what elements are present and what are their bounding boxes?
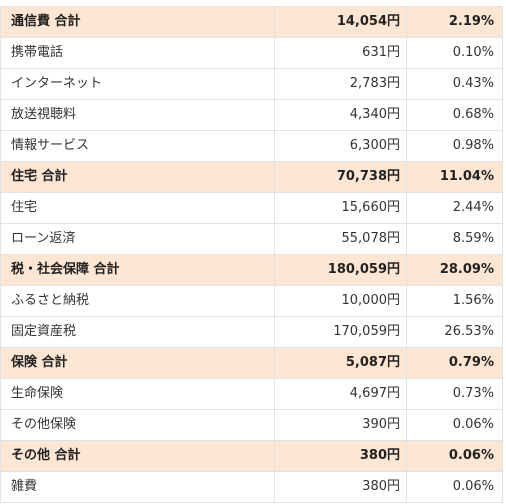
expense-table-body: 通信費 合計 14,054円 2.19% 携帯電話 631円 0.10% インタ… — [0, 6, 503, 503]
subcategory-amount: 380円 — [274, 471, 407, 503]
subcategory-name: 固定資産税 — [0, 316, 275, 348]
subcategory-row: 固定資産税 170,059円 26.53% — [0, 316, 503, 348]
category-name: 住宅 合計 — [0, 161, 275, 193]
subcategory-row: 生命保険 4,697円 0.73% — [0, 378, 503, 410]
category-amount: 5,087円 — [274, 347, 407, 379]
expense-breakdown-table: 通信費 合計 14,054円 2.19% 携帯電話 631円 0.10% インタ… — [0, 6, 503, 503]
subcategory-name: 生命保険 — [0, 378, 275, 410]
category-total-row: その他 合計 380円 0.06% — [0, 440, 503, 472]
subcategory-name: 情報サービス — [0, 130, 275, 162]
subcategory-row: 情報サービス 6,300円 0.98% — [0, 130, 503, 162]
subcategory-name: 携帯電話 — [0, 37, 275, 69]
subcategory-amount: 631円 — [274, 37, 407, 69]
subcategory-row: 住宅 15,660円 2.44% — [0, 192, 503, 224]
category-percentage: 28.09% — [406, 254, 503, 286]
subcategory-percentage: 0.06% — [406, 409, 503, 441]
category-name: 税・社会保障 合計 — [0, 254, 275, 286]
category-name: 保険 合計 — [0, 347, 275, 379]
category-percentage: 2.19% — [406, 6, 503, 38]
subcategory-row: インターネット 2,783円 0.43% — [0, 68, 503, 100]
subcategory-name: ふるさと納税 — [0, 285, 275, 317]
category-total-row: 保険 合計 5,087円 0.79% — [0, 347, 503, 379]
subcategory-amount: 4,697円 — [274, 378, 407, 410]
category-percentage: 0.06% — [406, 440, 503, 472]
subcategory-percentage: 8.59% — [406, 223, 503, 255]
subcategory-row: 放送視聴料 4,340円 0.68% — [0, 99, 503, 131]
category-total-row: 住宅 合計 70,738円 11.04% — [0, 161, 503, 193]
category-name: 通信費 合計 — [0, 6, 275, 38]
category-amount: 70,738円 — [274, 161, 407, 193]
subcategory-percentage: 0.10% — [406, 37, 503, 69]
category-amount: 14,054円 — [274, 6, 407, 38]
subcategory-row: ふるさと納税 10,000円 1.56% — [0, 285, 503, 317]
subcategory-name: 放送視聴料 — [0, 99, 275, 131]
subcategory-row: ローン返済 55,078円 8.59% — [0, 223, 503, 255]
subcategory-amount: 4,340円 — [274, 99, 407, 131]
subcategory-amount: 10,000円 — [274, 285, 407, 317]
category-percentage: 0.79% — [406, 347, 503, 379]
subcategory-percentage: 26.53% — [406, 316, 503, 348]
subcategory-percentage: 0.73% — [406, 378, 503, 410]
category-name: その他 合計 — [0, 440, 275, 472]
subcategory-row: その他保険 390円 0.06% — [0, 409, 503, 441]
subcategory-percentage: 0.98% — [406, 130, 503, 162]
category-amount: 180,059円 — [274, 254, 407, 286]
subcategory-name: 住宅 — [0, 192, 275, 224]
subcategory-percentage: 1.56% — [406, 285, 503, 317]
subcategory-name: インターネット — [0, 68, 275, 100]
subcategory-row: 雑費 380円 0.06% — [0, 471, 503, 503]
subcategory-amount: 170,059円 — [274, 316, 407, 348]
category-amount: 380円 — [274, 440, 407, 472]
subcategory-name: その他保険 — [0, 409, 275, 441]
subcategory-name: 雑費 — [0, 471, 275, 503]
subcategory-percentage: 0.06% — [406, 471, 503, 503]
subcategory-amount: 15,660円 — [274, 192, 407, 224]
subcategory-amount: 6,300円 — [274, 130, 407, 162]
subcategory-amount: 2,783円 — [274, 68, 407, 100]
category-total-row: 通信費 合計 14,054円 2.19% — [0, 6, 503, 38]
subcategory-row: 携帯電話 631円 0.10% — [0, 37, 503, 69]
category-percentage: 11.04% — [406, 161, 503, 193]
subcategory-name: ローン返済 — [0, 223, 275, 255]
category-total-row: 税・社会保障 合計 180,059円 28.09% — [0, 254, 503, 286]
subcategory-amount: 390円 — [274, 409, 407, 441]
subcategory-percentage: 0.43% — [406, 68, 503, 100]
subcategory-percentage: 0.68% — [406, 99, 503, 131]
subcategory-amount: 55,078円 — [274, 223, 407, 255]
subcategory-percentage: 2.44% — [406, 192, 503, 224]
